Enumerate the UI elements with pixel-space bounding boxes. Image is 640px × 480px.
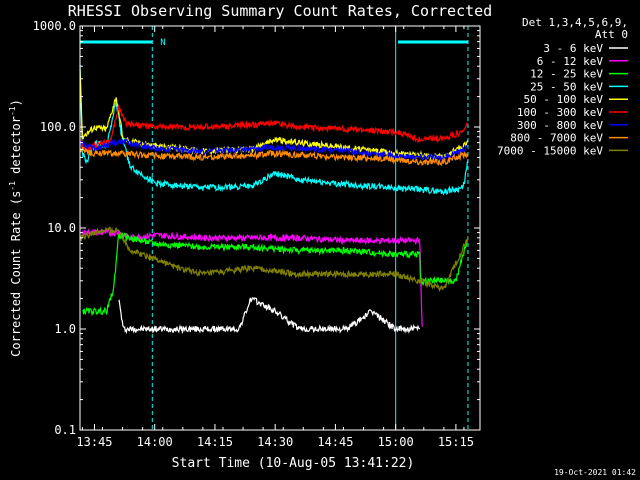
x-tick-label: 13:45 bbox=[76, 435, 112, 449]
night-indicator-label: N bbox=[160, 38, 165, 48]
legend-entry-label: 50 - 100 keV bbox=[524, 93, 604, 106]
x-axis-label: Start Time (10-Aug-05 13:41:22) bbox=[172, 456, 415, 471]
y-tick-label: 100.0 bbox=[40, 120, 76, 134]
y-tick-label: 0.1 bbox=[54, 423, 76, 437]
y-tick-label: 1.0 bbox=[54, 322, 76, 336]
legend-header-line-2: Att 0 bbox=[595, 28, 628, 41]
chart-title: RHESSI Observing Summary Count Rates, Co… bbox=[68, 2, 492, 20]
legend-header-line-1: Det 1,3,4,5,6,9, bbox=[522, 16, 628, 29]
legend-entry-label: 6 - 12 keV bbox=[537, 55, 604, 68]
generated-timestamp: 19-Oct-2021 01:42 bbox=[554, 468, 636, 477]
series-line bbox=[79, 146, 469, 167]
x-tick-label: 14:30 bbox=[257, 435, 293, 449]
plot-frame bbox=[79, 25, 481, 431]
x-tick-label: 14:15 bbox=[197, 435, 233, 449]
legend-entry-label: 800 - 7000 keV bbox=[510, 132, 603, 145]
x-tick-label: 15:00 bbox=[378, 435, 414, 449]
x-tick-label: 14:00 bbox=[137, 435, 173, 449]
legend-entry-label: 300 - 800 keV bbox=[517, 119, 603, 132]
x-tick-label: 15:15 bbox=[438, 435, 474, 449]
legend-entry-label: 25 - 50 keV bbox=[530, 80, 603, 93]
series-line bbox=[79, 104, 469, 153]
series-line bbox=[81, 227, 423, 327]
series-line bbox=[79, 226, 469, 293]
series-line bbox=[79, 64, 469, 196]
legend-entry-label: 100 - 300 keV bbox=[517, 106, 603, 119]
series-line bbox=[118, 297, 421, 335]
legend-entry-label: 12 - 25 keV bbox=[530, 68, 603, 81]
legend-entry-label: 3 - 6 keV bbox=[543, 42, 603, 55]
legend-entry-label: 7000 - 15000 keV bbox=[497, 144, 603, 157]
y-tick-label: 1000.0 bbox=[33, 19, 76, 33]
x-tick-label: 14:45 bbox=[317, 435, 353, 449]
series-line bbox=[79, 138, 469, 163]
y-tick-label: 10.0 bbox=[47, 221, 76, 235]
series-line bbox=[82, 232, 469, 317]
y-axis-label: Corrected Count Rate (s-1 detector-1) bbox=[8, 99, 23, 357]
